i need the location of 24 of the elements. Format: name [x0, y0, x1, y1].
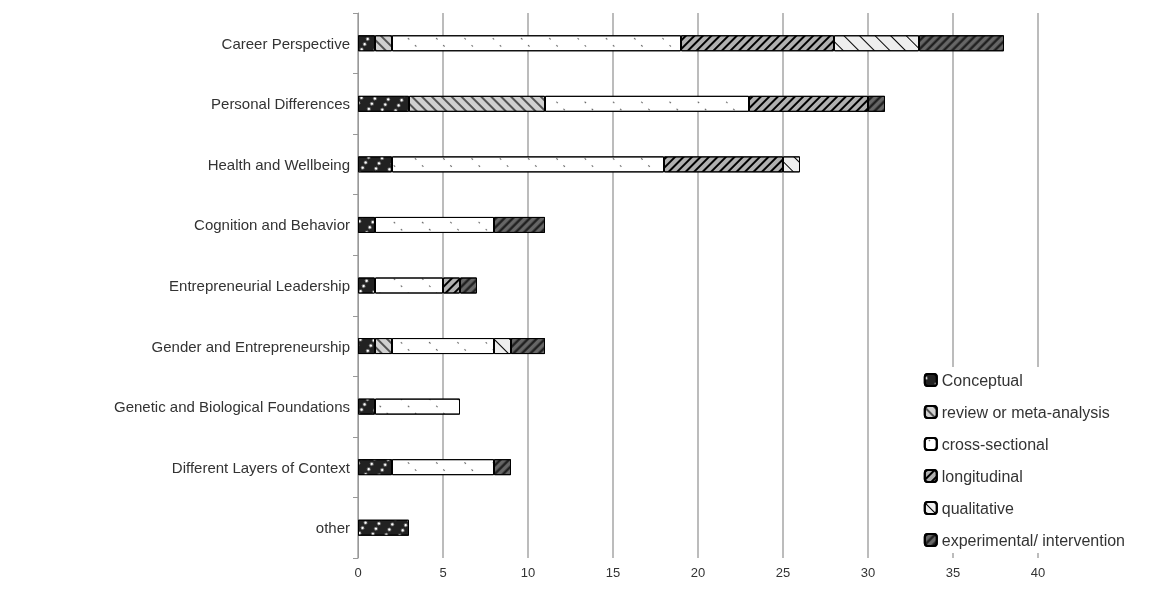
x-tick-label: 25 — [775, 565, 791, 580]
legend-label: qualitative — [941, 499, 1014, 517]
x-tick-label: 35 — [945, 565, 961, 580]
x-tick-label: 40 — [1030, 565, 1046, 580]
x-tick-label: 20 — [690, 565, 706, 580]
x-tick-label: 5 — [439, 565, 447, 580]
y-tick-label: Gender and Entrepreneurship — [151, 337, 350, 355]
x-tick-label: 15 — [605, 565, 621, 580]
y-tick-label: Genetic and Biological Foundations — [114, 398, 350, 416]
y-tick-label: Entrepreneurial Leadership — [169, 277, 350, 294]
legend-label: review or meta-analysis — [941, 403, 1110, 421]
y-tick-label: Health and Wellbeing — [207, 155, 350, 173]
x-tick-label: 10 — [520, 565, 536, 580]
y-tick-label: Personal Differences — [211, 95, 350, 113]
y-tick-label: other — [315, 519, 350, 537]
legend-label: cross-sectional — [941, 435, 1049, 453]
legend-label: Conceptual — [941, 371, 1023, 389]
legend-label: experimental/ intervention — [941, 531, 1126, 549]
x-tick-label: 30 — [860, 565, 876, 580]
x-tick-label: 0 — [354, 565, 362, 580]
y-tick-label: Career Perspective — [221, 34, 350, 52]
legend-label: longitudinal — [941, 467, 1023, 485]
y-tick-label: Cognition and Behavior — [194, 216, 350, 234]
y-tick-label: Different Layers of Context — [171, 458, 351, 476]
